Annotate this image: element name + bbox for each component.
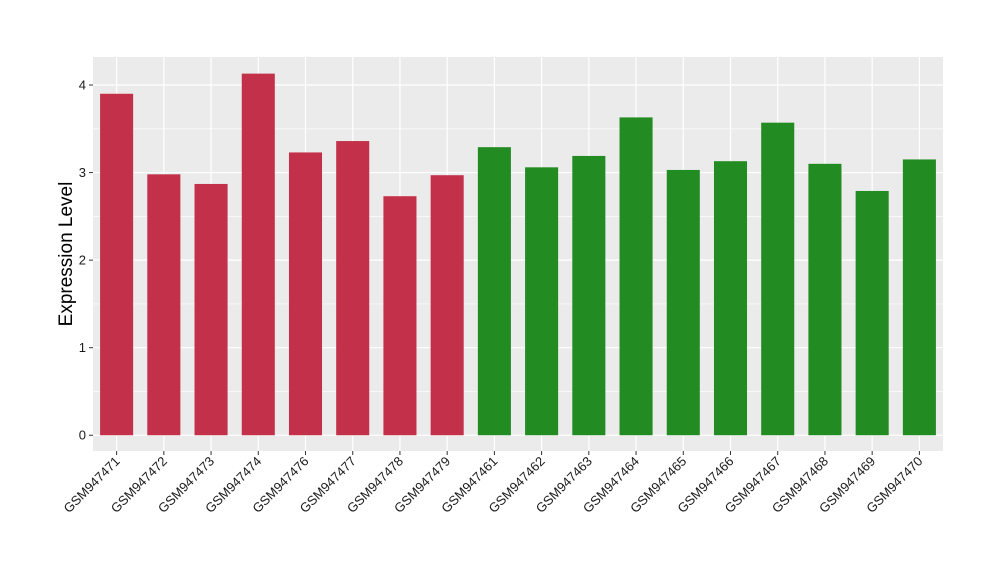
bar xyxy=(147,174,181,436)
bar xyxy=(288,152,323,436)
y-axis: 0 1 2 3 4 xyxy=(79,78,93,443)
bar xyxy=(808,163,842,436)
bars xyxy=(100,73,936,436)
bar xyxy=(241,73,275,436)
bar xyxy=(194,183,228,436)
y-tick-label: 2 xyxy=(79,253,86,268)
y-axis-title: Expression Level xyxy=(56,182,77,327)
bar xyxy=(525,167,559,436)
bar xyxy=(383,196,417,436)
bar xyxy=(902,159,936,436)
bar xyxy=(761,122,795,436)
x-axis: GSM947471GSM947472GSM947473GSM947474GSM9… xyxy=(61,451,926,516)
bar xyxy=(336,141,370,436)
y-tick-label: 0 xyxy=(79,428,86,443)
bar xyxy=(477,147,511,436)
bar xyxy=(713,161,748,436)
bar xyxy=(430,175,464,436)
y-tick-label: 1 xyxy=(79,340,86,355)
plot-panel xyxy=(93,57,943,451)
y-tick-label: 3 xyxy=(79,165,86,180)
bar xyxy=(855,190,889,436)
y-tick-label: 4 xyxy=(79,78,86,93)
bar xyxy=(100,93,134,436)
bar xyxy=(619,117,653,436)
bar xyxy=(666,169,700,436)
bar xyxy=(572,155,606,436)
